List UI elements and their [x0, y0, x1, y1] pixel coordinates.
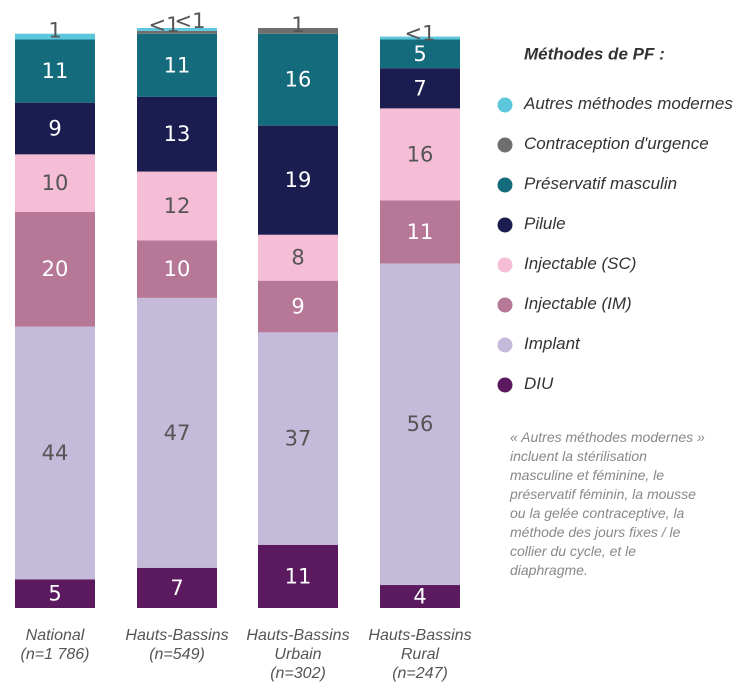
bar-segment [15, 154, 95, 212]
segment-label: 44 [42, 441, 69, 465]
bar-segment [258, 28, 338, 34]
bar-segment [258, 332, 338, 545]
bar-segment [137, 297, 217, 568]
segment-label: 4 [413, 585, 426, 609]
segment-label: 37 [285, 427, 312, 451]
segment-label: 11 [42, 59, 69, 83]
bar-segment [137, 567, 217, 608]
legend-marker [497, 337, 513, 353]
bar-segment [380, 39, 460, 69]
bar-segment [380, 585, 460, 608]
segment-label: 7 [170, 576, 183, 600]
segment-label: 7 [413, 76, 426, 100]
bar-segment [380, 108, 460, 201]
legend-label: Injectable (SC) [524, 254, 636, 273]
legend-label: Implant [524, 334, 581, 353]
segment-label: <1 [405, 22, 436, 46]
legend-marker [497, 217, 513, 233]
segment-label: 47 [164, 421, 191, 445]
segment-label: 12 [164, 194, 191, 218]
segment-label: 11 [285, 564, 312, 588]
bar-segment [258, 544, 338, 608]
segment-label: 5 [413, 42, 426, 66]
legend-marker [497, 257, 513, 273]
bar-segment [258, 280, 338, 333]
bar-segment [258, 33, 338, 126]
legend-label: Préservatif masculin [524, 174, 677, 193]
bar-segment [258, 125, 338, 235]
bar-segment [15, 326, 95, 580]
note: « Autres méthodes modernes » incluent la … [509, 429, 705, 578]
segment-label: 16 [285, 68, 312, 92]
segment-label: 9 [291, 295, 304, 319]
segment-label: 11 [407, 220, 434, 244]
legend-label: Autres méthodes modernes [523, 94, 733, 113]
segment-label: 11 [164, 53, 191, 77]
segment-label: 16 [407, 142, 434, 166]
bar-segment [15, 102, 95, 155]
legend-marker [497, 377, 513, 393]
segment-label: 9 [48, 116, 61, 140]
segment-label: 5 [48, 582, 61, 606]
bar-segment [258, 234, 338, 281]
segment-label: <1 [175, 9, 206, 33]
segment-label: 19 [285, 168, 312, 192]
bar-segment [15, 33, 95, 40]
segment-label: 10 [164, 257, 191, 281]
legend-marker [497, 137, 513, 153]
bar-segment [380, 200, 460, 264]
legend-label: Pilule [524, 214, 566, 233]
segment-label: 1 [48, 19, 61, 43]
bar-segment [15, 211, 95, 327]
segment-label: 1 [291, 13, 304, 37]
bar-segment [15, 579, 95, 608]
legend-label: Injectable (IM) [524, 294, 632, 313]
segment-label: <1 [149, 13, 180, 37]
segment-label: 13 [164, 122, 191, 146]
legend-marker [497, 177, 513, 193]
legend-marker [497, 297, 513, 313]
bar-segment [380, 68, 460, 109]
legend-label: DIU [524, 374, 554, 393]
bar-segment [137, 240, 217, 298]
segment-label: 56 [407, 412, 434, 436]
bar-segment [137, 28, 217, 31]
bar-segment [380, 263, 460, 586]
bar-segment [137, 171, 217, 241]
x-tick-label: Hauts-Bassins Rural (n=247) [368, 627, 471, 682]
x-tick-label: Hauts-Bassins (n=549) [125, 627, 228, 663]
bar-segment [15, 39, 95, 103]
segment-label: 8 [291, 246, 304, 270]
segment-label: 10 [42, 171, 69, 195]
bar-segment [137, 96, 217, 172]
bar-segment [137, 33, 217, 97]
legend-marker [497, 97, 513, 113]
x-tick-label: National (n=1 786) [21, 627, 90, 663]
legend-title: Méthodes de PF : [524, 44, 665, 63]
bar-segment [380, 36, 460, 40]
segment-label: 20 [42, 257, 69, 281]
bar-segment [137, 30, 217, 34]
x-tick-label: Hauts-Bassins Urbain (n=302) [246, 627, 349, 682]
legend-label: Contraception d'urgence [524, 134, 709, 153]
